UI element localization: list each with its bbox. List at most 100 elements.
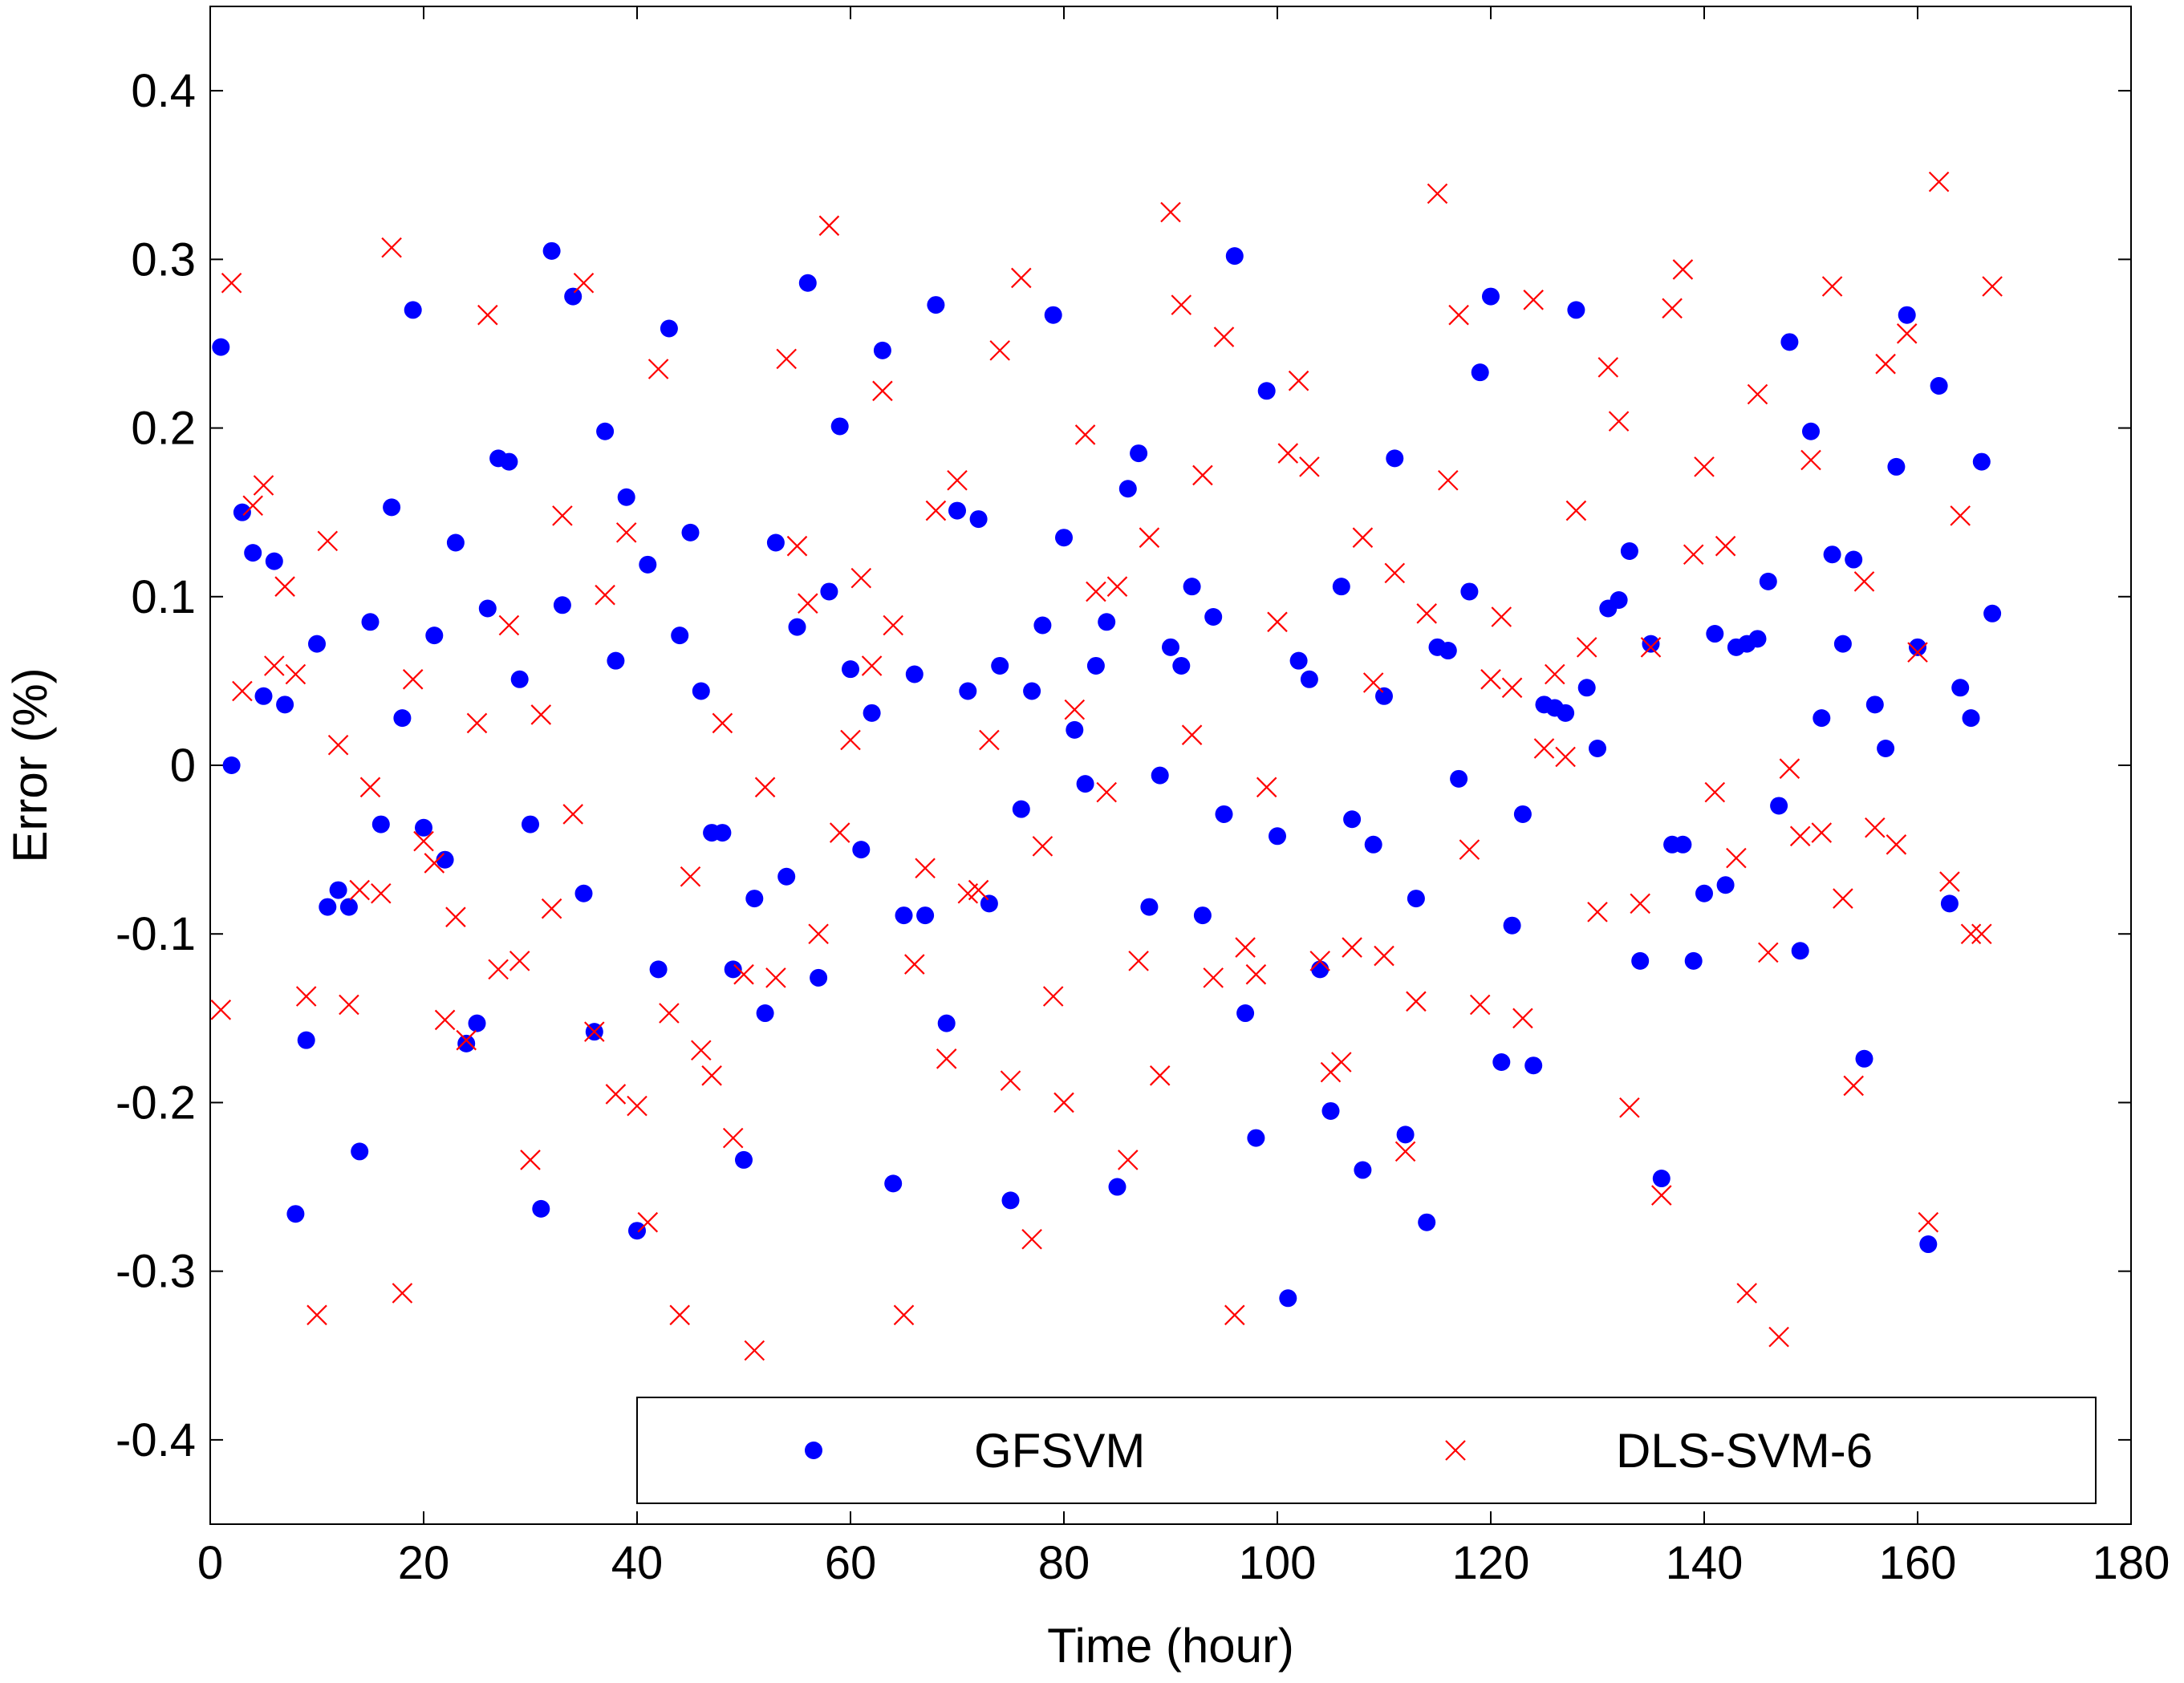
- x-marker-stroke: [595, 584, 615, 606]
- dls-svm-6-point: [1469, 994, 1491, 1016]
- gfsvm-point: [1247, 1129, 1265, 1147]
- dls-svm-6-point: [722, 1127, 744, 1149]
- gfsvm-point: [1759, 572, 1777, 590]
- dls-svm-6-point: [883, 614, 903, 636]
- dls-svm-6-point: [584, 1021, 605, 1042]
- gfsvm-point: [265, 552, 283, 570]
- dls-svm-6-point: [979, 729, 1000, 751]
- x-marker-stroke: [1939, 871, 1960, 892]
- dls-svm-6-point: [1800, 449, 1821, 471]
- dls-svm-6-point: [669, 1304, 690, 1326]
- gfsvm-point: [905, 665, 924, 683]
- x-marker-stroke: [530, 704, 552, 725]
- y-tick-label: 0: [170, 740, 196, 792]
- x-marker-stroke: [1768, 1326, 1789, 1348]
- dls-svm-6-point: [1662, 298, 1683, 319]
- dls-svm-6-point: [915, 858, 936, 879]
- gfsvm-point: [1471, 363, 1489, 382]
- x-marker-stroke: [1053, 1092, 1074, 1113]
- dls-svm-6-point: [1139, 527, 1160, 548]
- gfsvm-point: [1940, 894, 1959, 913]
- dls-svm-6-point: [1608, 411, 1630, 432]
- gfsvm-point: [1833, 635, 1852, 653]
- dls-svm-6-point: [498, 614, 520, 636]
- dls-svm-6-point: [339, 994, 359, 1016]
- x-marker-stroke: [1491, 606, 1512, 627]
- x-marker-stroke: [1704, 781, 1726, 803]
- gfsvm-point: [842, 660, 859, 679]
- x-marker-stroke: [498, 614, 520, 636]
- x-tick-label: 120: [1452, 1537, 1530, 1589]
- gfsvm-point: [820, 582, 838, 601]
- gfsvm-point: [1332, 578, 1350, 596]
- x-marker-stroke: [786, 535, 808, 557]
- legend: GFSVM DLS-SVM-6: [636, 1397, 2097, 1504]
- gfsvm-point: [830, 417, 849, 436]
- gfsvm-point: [1012, 800, 1030, 818]
- x-marker-stroke: [371, 882, 392, 904]
- x-marker-stroke: [979, 729, 1000, 751]
- dls-svm-6-point: [1128, 951, 1149, 971]
- gfsvm-point: [713, 824, 732, 842]
- gfsvm-point: [254, 687, 273, 705]
- x-marker-stroke: [1277, 443, 1299, 464]
- x-marker-stroke: [1640, 637, 1662, 658]
- x-marker-stroke: [509, 951, 530, 971]
- dls-svm-6-point: [1726, 847, 1747, 869]
- x-marker-stroke: [1779, 758, 1800, 779]
- gfsvm-point: [1001, 1191, 1020, 1210]
- x-marker-stroke: [1309, 951, 1330, 971]
- x-marker-stroke: [573, 272, 595, 294]
- x-marker-stroke: [1011, 267, 1032, 289]
- dls-svm-6-point: [541, 898, 562, 919]
- x-marker-stroke: [1149, 1065, 1171, 1086]
- x-tick-label: 180: [2093, 1537, 2170, 1589]
- x-marker-stroke: [818, 215, 840, 237]
- dls-svm-6-point: [1833, 888, 1853, 909]
- dls-svm-6-point: [850, 567, 872, 589]
- x-marker-stroke: [1715, 535, 1736, 557]
- gfsvm-point: [980, 894, 998, 913]
- gfsvm-point: [1620, 542, 1638, 561]
- gfsvm-point: [1450, 769, 1468, 788]
- gfsvm-point: [1642, 635, 1660, 653]
- x-marker-stroke: [1971, 923, 1992, 944]
- x-tick-label: 0: [197, 1537, 223, 1589]
- x-tick-label: 140: [1666, 1537, 1744, 1589]
- gfsvm-point: [788, 618, 806, 636]
- dls-svm-6-point: [1597, 357, 1619, 378]
- gfsvm-point: [916, 906, 935, 925]
- gfsvm-point: [564, 287, 583, 306]
- dls-svm-6-point: [1928, 171, 1950, 193]
- x-marker-stroke: [1694, 456, 1715, 477]
- x-marker-stroke: [1630, 893, 1650, 914]
- x-marker-stroke: [274, 576, 295, 597]
- x-marker-stroke: [1672, 259, 1694, 280]
- dls-svm-6-point: [1853, 571, 1875, 592]
- dls-svm-6-point: [627, 1095, 647, 1117]
- dls-svm-6-point: [701, 1065, 722, 1086]
- dls-svm-6-point: [1149, 1065, 1171, 1086]
- dls-svm-6-point: [1096, 781, 1117, 803]
- x-marker-stroke: [1533, 738, 1555, 759]
- x-marker-stroke: [1362, 672, 1384, 693]
- x-marker-stroke: [1427, 183, 1448, 205]
- gfsvm-point: [969, 510, 988, 529]
- x-marker-stroke: [1523, 290, 1544, 310]
- dls-svm-6-point: [456, 1029, 477, 1051]
- x-marker-stroke: [1800, 449, 1821, 471]
- gfsvm-point: [1877, 739, 1895, 757]
- x-marker-stroke: [904, 954, 925, 975]
- y-axis-title: Error (%): [3, 667, 57, 862]
- gfsvm-point: [276, 696, 294, 714]
- x-marker-stroke: [477, 304, 498, 326]
- x-marker-stroke: [1853, 571, 1875, 592]
- gfsvm-point: [1279, 1289, 1297, 1308]
- gfsvm-point: [371, 815, 390, 833]
- gfsvm-point: [681, 523, 700, 541]
- gfsvm-point: [1983, 604, 2002, 623]
- x-marker-stroke: [1139, 527, 1160, 548]
- gfsvm-point: [1172, 656, 1191, 675]
- gfsvm-point: [1225, 247, 1244, 266]
